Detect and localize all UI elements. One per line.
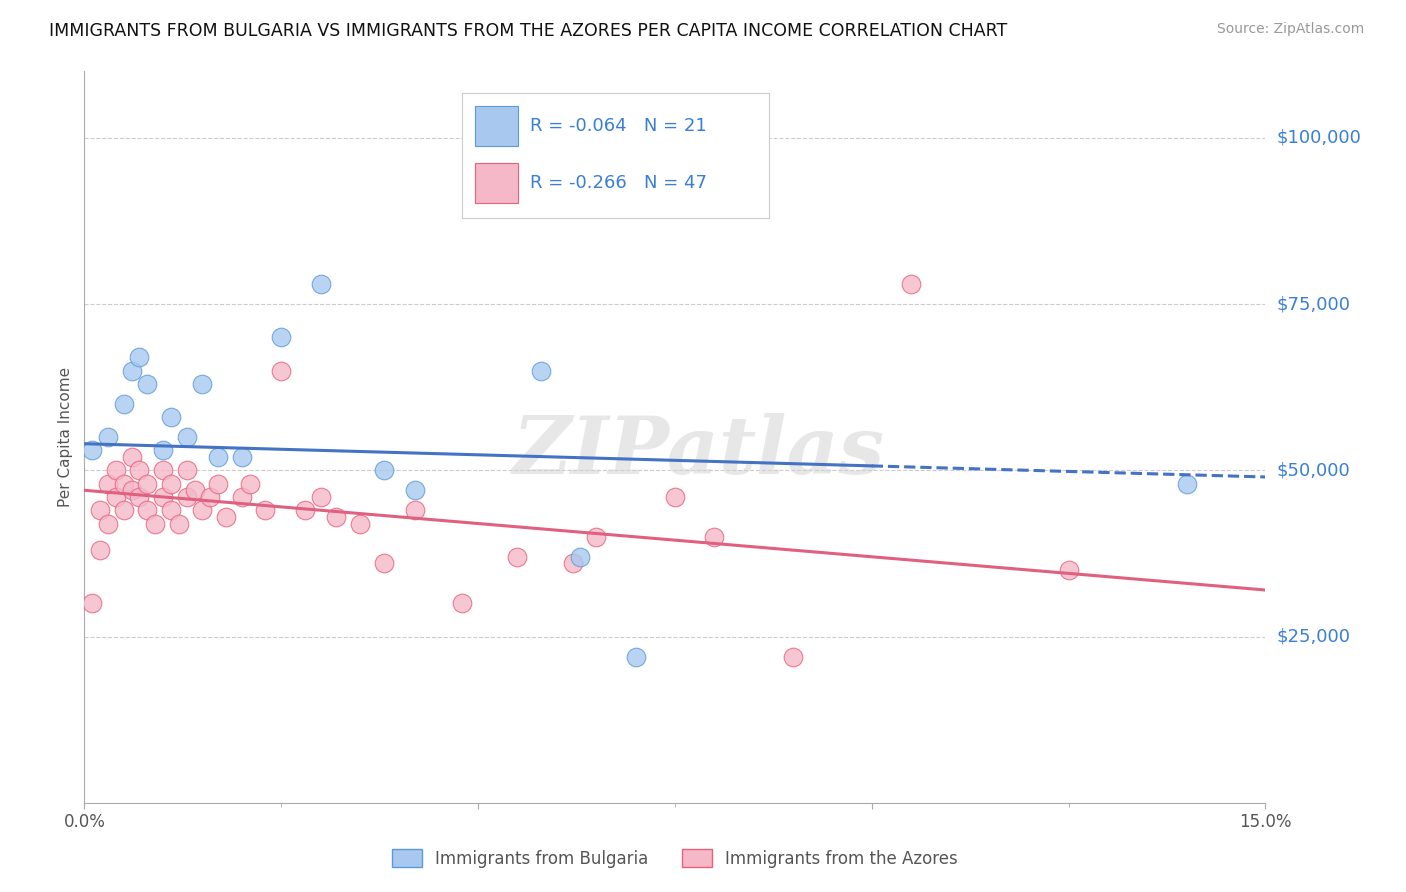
Point <box>176 463 198 477</box>
Point <box>128 351 150 365</box>
Point <box>167 516 190 531</box>
Point <box>143 516 166 531</box>
Point <box>207 476 229 491</box>
Point <box>451 596 474 610</box>
Point <box>404 483 426 498</box>
Point <box>585 530 607 544</box>
Text: IMMIGRANTS FROM BULGARIA VS IMMIGRANTS FROM THE AZORES PER CAPITA INCOME CORRELA: IMMIGRANTS FROM BULGARIA VS IMMIGRANTS F… <box>49 22 1008 40</box>
Text: $50,000: $50,000 <box>1277 461 1350 479</box>
Point <box>97 430 120 444</box>
Y-axis label: Per Capita Income: Per Capita Income <box>58 367 73 508</box>
Point <box>121 450 143 464</box>
Point <box>404 503 426 517</box>
Point <box>160 410 183 425</box>
Point <box>1175 476 1198 491</box>
Point <box>624 649 647 664</box>
Point <box>112 503 135 517</box>
Point <box>152 443 174 458</box>
Point <box>506 549 529 564</box>
Point <box>104 490 127 504</box>
Point <box>136 476 159 491</box>
Point <box>121 483 143 498</box>
Legend: Immigrants from Bulgaria, Immigrants from the Azores: Immigrants from Bulgaria, Immigrants fro… <box>392 849 957 868</box>
Point <box>254 503 277 517</box>
Point <box>373 463 395 477</box>
Point <box>664 490 686 504</box>
Point <box>183 483 205 498</box>
Text: $100,000: $100,000 <box>1277 128 1361 147</box>
Point <box>152 463 174 477</box>
Point <box>561 557 583 571</box>
Point <box>112 476 135 491</box>
Text: $75,000: $75,000 <box>1277 295 1351 313</box>
Point <box>160 503 183 517</box>
Point <box>82 596 104 610</box>
Point <box>1057 563 1080 577</box>
Point <box>239 476 262 491</box>
Point <box>176 430 198 444</box>
Point <box>121 363 143 377</box>
Point <box>782 649 804 664</box>
Point <box>309 490 332 504</box>
Point <box>200 490 222 504</box>
Text: ZIPatlas: ZIPatlas <box>512 413 884 491</box>
Point <box>89 503 111 517</box>
Point <box>160 476 183 491</box>
Point <box>325 509 347 524</box>
Point <box>703 197 725 211</box>
Point <box>176 490 198 504</box>
Point <box>136 376 159 391</box>
Point <box>900 277 922 292</box>
Point <box>349 516 371 531</box>
Point <box>128 463 150 477</box>
Point <box>703 530 725 544</box>
Point <box>207 450 229 464</box>
Point <box>191 376 214 391</box>
Point <box>530 363 553 377</box>
Point <box>152 490 174 504</box>
Point <box>294 503 316 517</box>
Point <box>231 450 253 464</box>
Point <box>270 363 292 377</box>
Point <box>215 509 238 524</box>
Point <box>104 463 127 477</box>
Point <box>89 543 111 558</box>
Point <box>82 443 104 458</box>
Point <box>373 557 395 571</box>
Point <box>128 490 150 504</box>
Text: $25,000: $25,000 <box>1277 628 1351 646</box>
Point <box>97 476 120 491</box>
Point <box>112 397 135 411</box>
Point <box>191 503 214 517</box>
Point <box>270 330 292 344</box>
Point <box>97 516 120 531</box>
Text: Source: ZipAtlas.com: Source: ZipAtlas.com <box>1216 22 1364 37</box>
Point <box>569 549 592 564</box>
Point <box>309 277 332 292</box>
Point <box>231 490 253 504</box>
Point <box>136 503 159 517</box>
